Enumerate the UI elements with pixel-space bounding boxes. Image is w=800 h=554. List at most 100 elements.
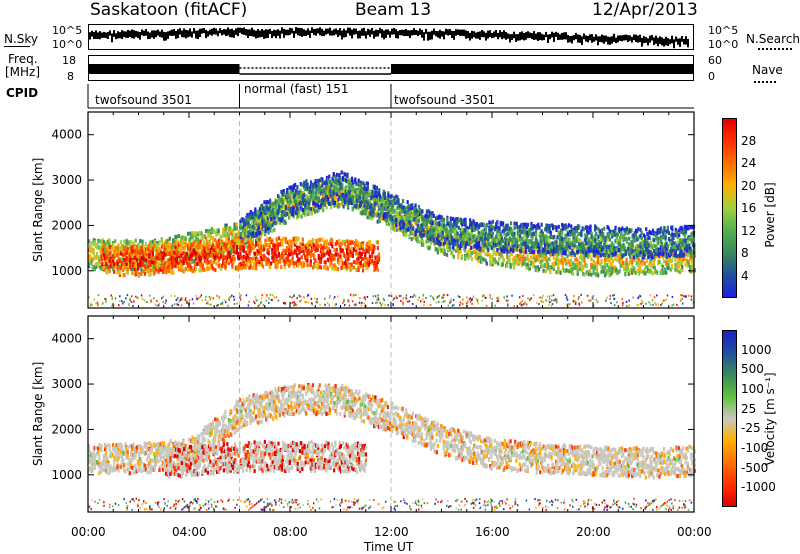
heatmap-cell	[382, 196, 385, 201]
heatmap-cell	[281, 216, 284, 221]
noise-trace-segment	[225, 29, 227, 37]
heatmap-cell	[357, 192, 360, 197]
noise-trace-segment	[393, 27, 395, 35]
heatmap-cell	[683, 243, 686, 248]
heatmap-cell	[364, 196, 367, 201]
noise-trace-segment	[127, 29, 129, 38]
heatmap-cell	[396, 211, 399, 216]
heatmap-cell	[330, 183, 333, 188]
heatmap-cell	[102, 240, 105, 245]
heatmap-cell	[261, 218, 264, 223]
heatmap-cell	[406, 205, 409, 210]
noise-trace-segment	[153, 30, 155, 39]
heatmap-cell	[334, 187, 338, 192]
heatmap-cell	[249, 210, 252, 215]
heatmap-cell	[224, 233, 227, 238]
heatmap-cell	[471, 228, 474, 233]
heatmap-cell	[608, 244, 611, 249]
heatmap-cell	[325, 194, 329, 199]
heatmap-cell	[541, 264, 544, 269]
noise-trace-segment	[527, 31, 529, 39]
heatmap-cell	[597, 234, 600, 239]
heatmap-cell	[522, 224, 525, 229]
heatmap-cell	[631, 233, 634, 238]
heatmap-cell	[517, 260, 520, 265]
heatmap-cell	[273, 204, 276, 209]
heatmap-cell	[548, 246, 551, 251]
noise-trace-segment	[459, 29, 461, 36]
heatmap-cell	[273, 220, 276, 225]
heatmap-cell	[555, 240, 558, 245]
heatmap-cell	[600, 258, 603, 263]
heatmap-cell	[389, 194, 392, 199]
heatmap-cell	[534, 248, 537, 253]
noise-trace-segment	[569, 35, 571, 43]
heatmap-cell	[579, 231, 582, 236]
noise-trace-segment	[687, 39, 689, 48]
heatmap-cell	[421, 223, 424, 228]
heatmap-cell	[370, 207, 373, 212]
heatmap-cell	[603, 257, 607, 262]
heatmap-cell	[564, 251, 567, 256]
heatmap-cell	[618, 259, 621, 264]
heatmap-cell	[383, 191, 387, 196]
heatmap-cell	[350, 191, 354, 196]
heatmap-cell	[483, 233, 486, 238]
heatmap-cell	[637, 258, 641, 263]
heatmap-cell	[120, 257, 124, 262]
heatmap-cell	[98, 258, 101, 263]
heatmap-cell	[429, 228, 432, 233]
heatmap-cell	[131, 266, 134, 271]
heatmap-cell	[328, 180, 331, 185]
heatmap-cell	[476, 227, 480, 232]
heatmap-cell	[173, 239, 176, 244]
heatmap-cell	[578, 261, 582, 266]
nave-legend-dots	[754, 81, 776, 83]
heatmap-cell	[615, 268, 618, 273]
heatmap-cell	[589, 253, 592, 258]
cpid-separators	[87, 84, 694, 109]
heatmap-cell	[400, 202, 403, 207]
heatmap-cell	[621, 226, 624, 231]
heatmap-cell	[349, 180, 352, 185]
heatmap-cell	[536, 225, 539, 230]
heatmap-cell	[462, 236, 465, 241]
heatmap-cell	[495, 242, 498, 247]
heatmap-cell	[432, 213, 435, 218]
heatmap-cell	[526, 252, 529, 257]
heatmap-cell	[483, 242, 486, 247]
heatmap-cell	[106, 240, 109, 245]
noise-trace-segment	[425, 28, 427, 34]
heatmap-cell	[662, 266, 666, 271]
heatmap-cell	[246, 229, 249, 234]
noise-trace-segment	[579, 34, 581, 43]
heatmap-cell	[326, 191, 329, 196]
heatmap-cell	[524, 222, 527, 227]
heatmap-cell	[464, 223, 467, 228]
heatmap-cell	[413, 212, 416, 217]
heatmap-cell	[255, 239, 258, 244]
heatmap-cell	[346, 188, 349, 193]
heatmap-cell	[594, 234, 597, 239]
heatmap-cell	[147, 255, 150, 260]
heatmap-cell	[412, 234, 416, 239]
heatmap-cell	[542, 268, 545, 273]
heatmap-cell	[421, 216, 424, 221]
heatmap-cell	[345, 193, 348, 198]
heatmap-cell	[360, 194, 363, 199]
heatmap-cell	[595, 268, 599, 273]
heatmap-cell	[344, 172, 347, 177]
heatmap-cell	[537, 252, 541, 257]
heatmap-cell	[364, 189, 367, 194]
heatmap-cell	[208, 228, 211, 233]
noise-trace-segment	[131, 29, 133, 39]
noise-trace-segment	[477, 31, 479, 39]
heatmap-cell	[470, 222, 473, 227]
heatmap-cell	[255, 220, 258, 225]
heatmap-cell	[242, 221, 246, 226]
heatmap-cell	[274, 205, 277, 210]
heatmap-cell	[270, 210, 273, 215]
heatmap-cell	[576, 271, 579, 276]
heatmap-cell	[362, 188, 365, 193]
heatmap-cell	[228, 226, 232, 231]
